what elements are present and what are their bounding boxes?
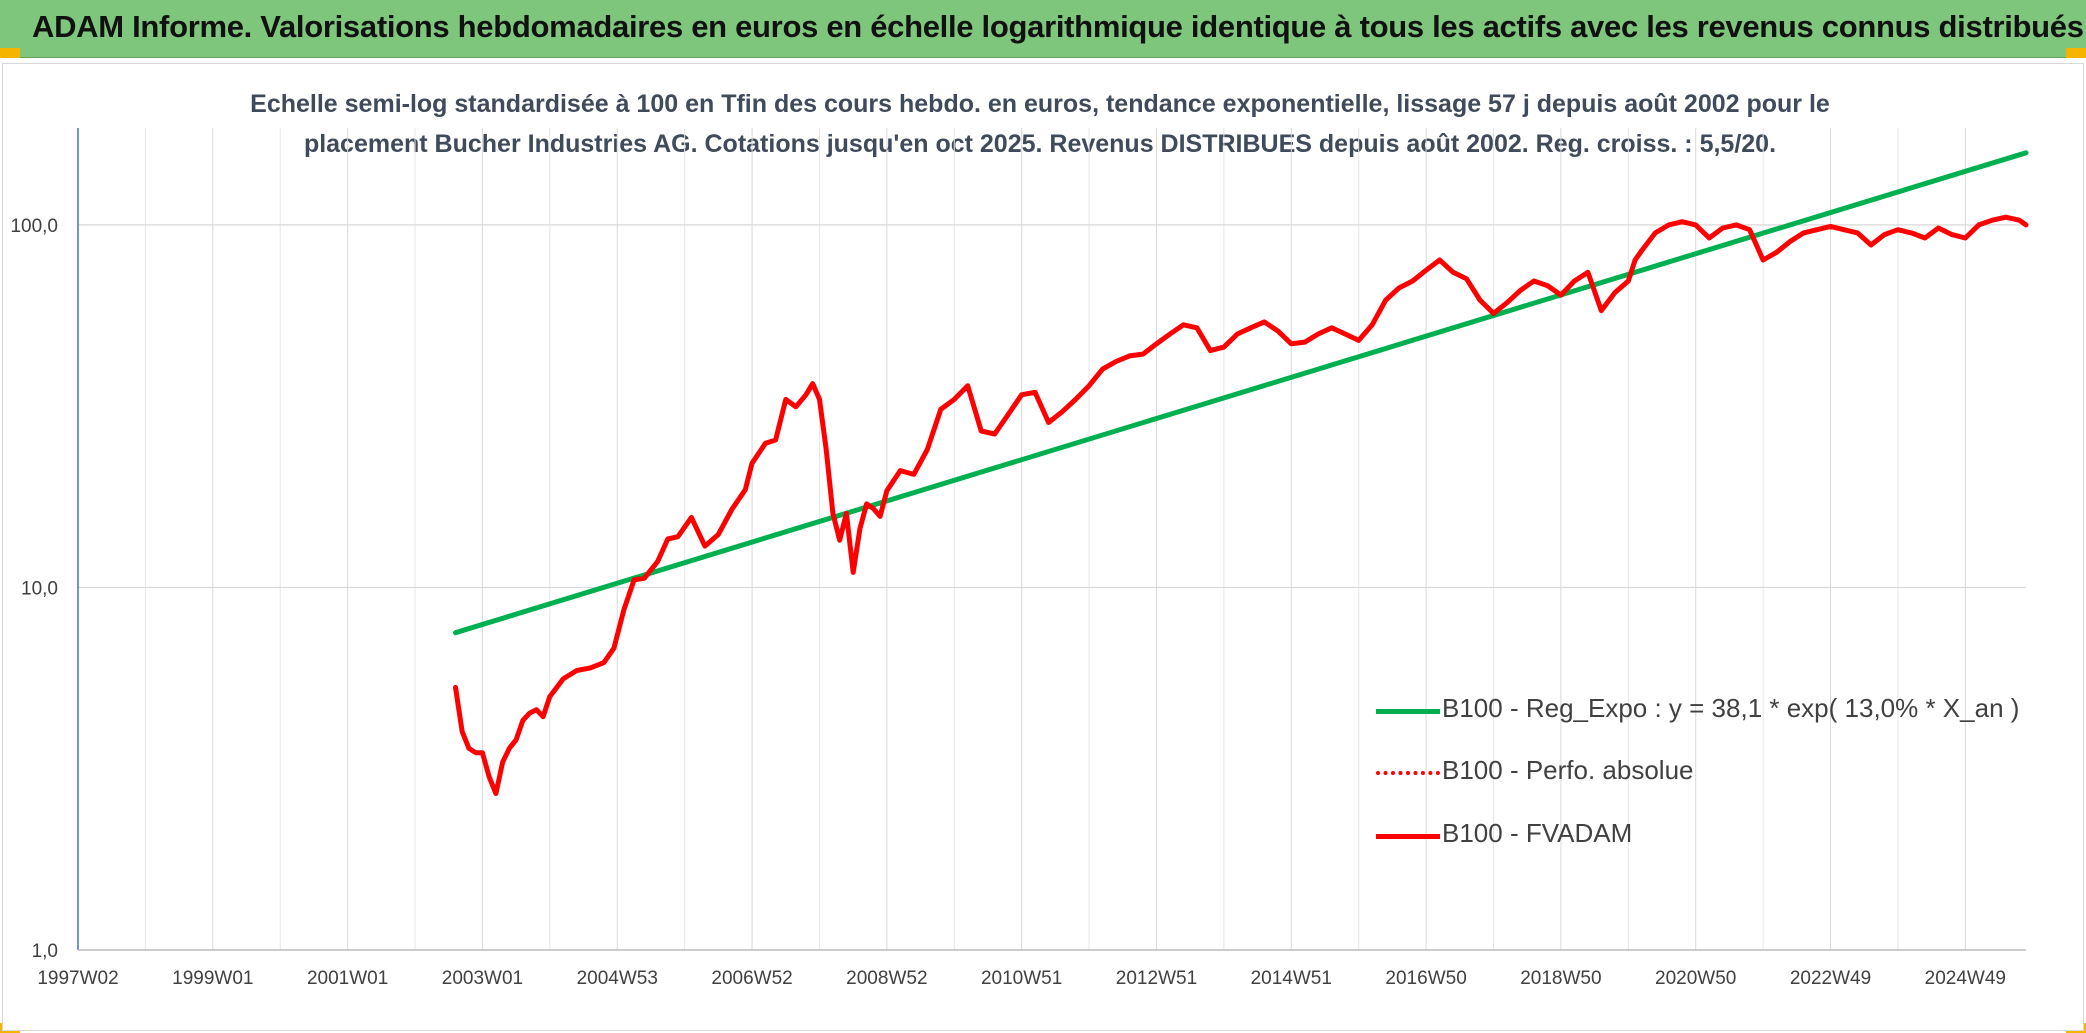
x-tick-label: 1999W01: [172, 968, 253, 989]
y-tick-label: 10,0: [21, 578, 58, 599]
series-lines: [453, 150, 2029, 797]
tick-labels: 1997W02 1999W01 2001W01 2003W01 2004W53 2006W…: [10, 216, 2006, 989]
corner-accent-top-right: [2066, 48, 2086, 58]
x-tick-label: 2008W52: [846, 968, 927, 989]
legend-swatch-red: [1376, 834, 1440, 839]
x-tick-label: 2020W50: [1655, 968, 1736, 989]
legend-swatch-dotted-red: [1376, 771, 1440, 775]
y-tick-label: 100,0: [10, 216, 58, 237]
legend-label-fvadam: B100 - FVADAM: [1442, 818, 1633, 848]
axes: [77, 128, 2026, 951]
x-tick-label: 2003W01: [442, 968, 523, 989]
x-tick-label: 2006W52: [711, 968, 792, 989]
x-tick-label: 2012W51: [1116, 968, 1197, 989]
x-tick-label: 2018W50: [1520, 968, 1601, 989]
x-tick-label: 2022W49: [1790, 968, 1871, 989]
grid-lines: [77, 128, 2026, 951]
series-line-regression: [453, 150, 2029, 636]
header-bar: ADAM Informe. Valorisations hebdomadaire…: [0, 0, 2086, 58]
report-title: ADAM Informe. Valorisations hebdomadaire…: [32, 9, 2084, 44]
x-tick-label: 1997W02: [37, 968, 118, 989]
series-line-fvadam: [453, 214, 2029, 797]
x-tick-label: 2016W50: [1385, 968, 1466, 989]
x-tick-label: 2014W51: [1251, 968, 1332, 989]
legend-swatch-green: [1376, 709, 1440, 714]
chart-title-line-1: Echelle semi-log standardisée à 100 en T…: [250, 90, 1830, 118]
x-tick-label: 2001W01: [307, 968, 388, 989]
x-tick-label: 2004W53: [577, 968, 658, 989]
corner-accent-top-left: [0, 48, 20, 58]
y-tick-label: 1,0: [32, 941, 58, 962]
x-tick-label: 2010W51: [981, 968, 1062, 989]
chart-title-line-2: placement Bucher Industries AG. Cotation…: [303, 130, 1777, 158]
legend-label-regression: B100 - Reg_Expo : y = 38,1 * exp( 13,0% …: [1442, 693, 2020, 723]
legend-label-perfo: B100 - Perfo. absolue: [1442, 755, 1694, 785]
x-tick-label: 2024W49: [1925, 968, 2006, 989]
